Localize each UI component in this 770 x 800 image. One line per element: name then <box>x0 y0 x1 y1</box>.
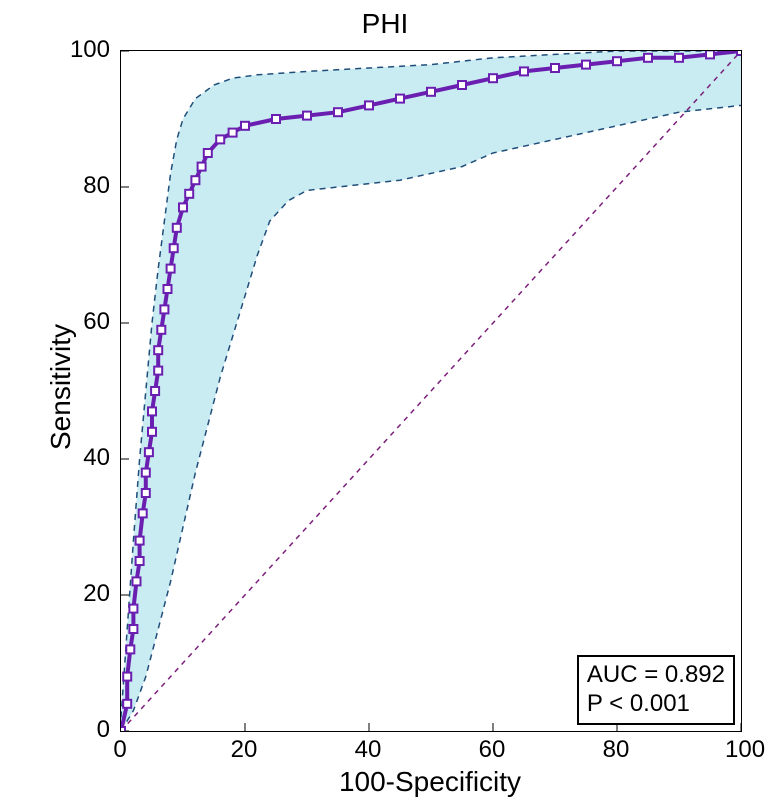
roc-marker <box>303 112 311 120</box>
roc-marker <box>126 645 134 653</box>
p-text: P < 0.001 <box>587 690 725 719</box>
roc-marker <box>154 367 162 375</box>
roc-marker <box>241 122 249 130</box>
roc-marker <box>489 74 497 82</box>
roc-marker <box>173 224 181 232</box>
roc-marker <box>129 625 137 633</box>
roc-marker <box>185 190 193 198</box>
roc-marker <box>148 407 156 415</box>
roc-marker <box>123 673 131 681</box>
roc-marker <box>167 265 175 273</box>
roc-marker <box>427 88 435 96</box>
roc-marker <box>142 469 150 477</box>
x-tick-label: 80 <box>601 736 631 764</box>
roc-marker <box>136 537 144 545</box>
x-axis-label: 100-Specificity <box>330 766 530 798</box>
roc-marker <box>129 605 137 613</box>
plot-area: AUC = 0.892 P < 0.001 <box>120 50 742 732</box>
y-tick-label: 100 <box>65 36 110 64</box>
roc-marker <box>198 163 206 171</box>
roc-marker <box>123 700 131 708</box>
roc-marker <box>191 176 199 184</box>
roc-marker <box>136 557 144 565</box>
roc-marker <box>272 115 280 123</box>
roc-marker <box>458 81 466 89</box>
roc-marker <box>737 51 741 55</box>
roc-marker <box>151 387 159 395</box>
roc-marker <box>520 67 528 75</box>
roc-marker <box>154 346 162 354</box>
y-tick-label: 20 <box>65 580 110 608</box>
y-tick-label: 80 <box>65 172 110 200</box>
x-tick-label: 60 <box>477 736 507 764</box>
x-tick-label: 40 <box>353 736 383 764</box>
x-tick-label: 20 <box>229 736 259 764</box>
roc-marker <box>142 489 150 497</box>
roc-marker <box>396 95 404 103</box>
roc-marker <box>229 129 237 137</box>
roc-marker <box>179 203 187 211</box>
x-tick-label: 100 <box>725 736 755 764</box>
roc-marker <box>170 244 178 252</box>
roc-marker <box>160 305 168 313</box>
roc-figure: PHI AUC = 0.892 P < 0.001 Sensitivity 10… <box>0 0 770 800</box>
stats-box: AUC = 0.892 P < 0.001 <box>577 655 735 725</box>
roc-marker <box>582 61 590 69</box>
roc-marker <box>706 51 714 58</box>
roc-marker <box>644 54 652 62</box>
y-tick-label: 60 <box>65 308 110 336</box>
roc-marker <box>121 727 125 731</box>
roc-marker <box>365 101 373 109</box>
roc-marker <box>148 428 156 436</box>
y-tick-label: 40 <box>65 444 110 472</box>
roc-marker <box>164 285 172 293</box>
roc-marker <box>133 577 141 585</box>
roc-marker <box>139 509 147 517</box>
roc-marker <box>613 57 621 65</box>
plot-svg <box>121 51 741 731</box>
roc-marker <box>145 448 153 456</box>
roc-marker <box>675 54 683 62</box>
chart-title: PHI <box>0 8 770 40</box>
roc-marker <box>334 108 342 116</box>
auc-text: AUC = 0.892 <box>587 661 725 690</box>
roc-marker <box>204 149 212 157</box>
roc-marker <box>157 326 165 334</box>
roc-marker <box>551 64 559 72</box>
y-tick-label: 0 <box>65 716 110 744</box>
y-axis-label: Sensitivity <box>45 324 77 450</box>
roc-marker <box>216 135 224 143</box>
